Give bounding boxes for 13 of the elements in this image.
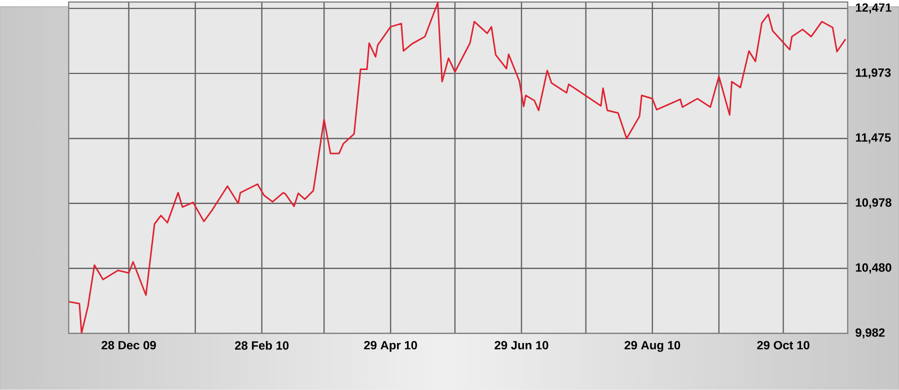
y-tick-label: 10,480 xyxy=(856,264,892,274)
x-tick-label: 29 Aug 10 xyxy=(624,341,680,352)
x-tick-label: 29 Oct 10 xyxy=(757,341,810,350)
y-tick-label: 9,982 xyxy=(856,328,885,339)
y-tick-label: 10,978 xyxy=(856,198,892,209)
x-tick-label: 29 Apr 10 xyxy=(364,341,417,352)
x-tick-label: 28 Feb 10 xyxy=(235,341,289,350)
y-tick-label: 11,475 xyxy=(856,134,891,144)
x-tick-label: 28 Dec 09 xyxy=(102,341,156,350)
x-tick-label: 29 Jun 10 xyxy=(494,341,548,350)
y-tick-label: 12,471 xyxy=(856,4,892,14)
line-series xyxy=(68,2,846,334)
y-tick-label: 11,973 xyxy=(856,68,891,79)
